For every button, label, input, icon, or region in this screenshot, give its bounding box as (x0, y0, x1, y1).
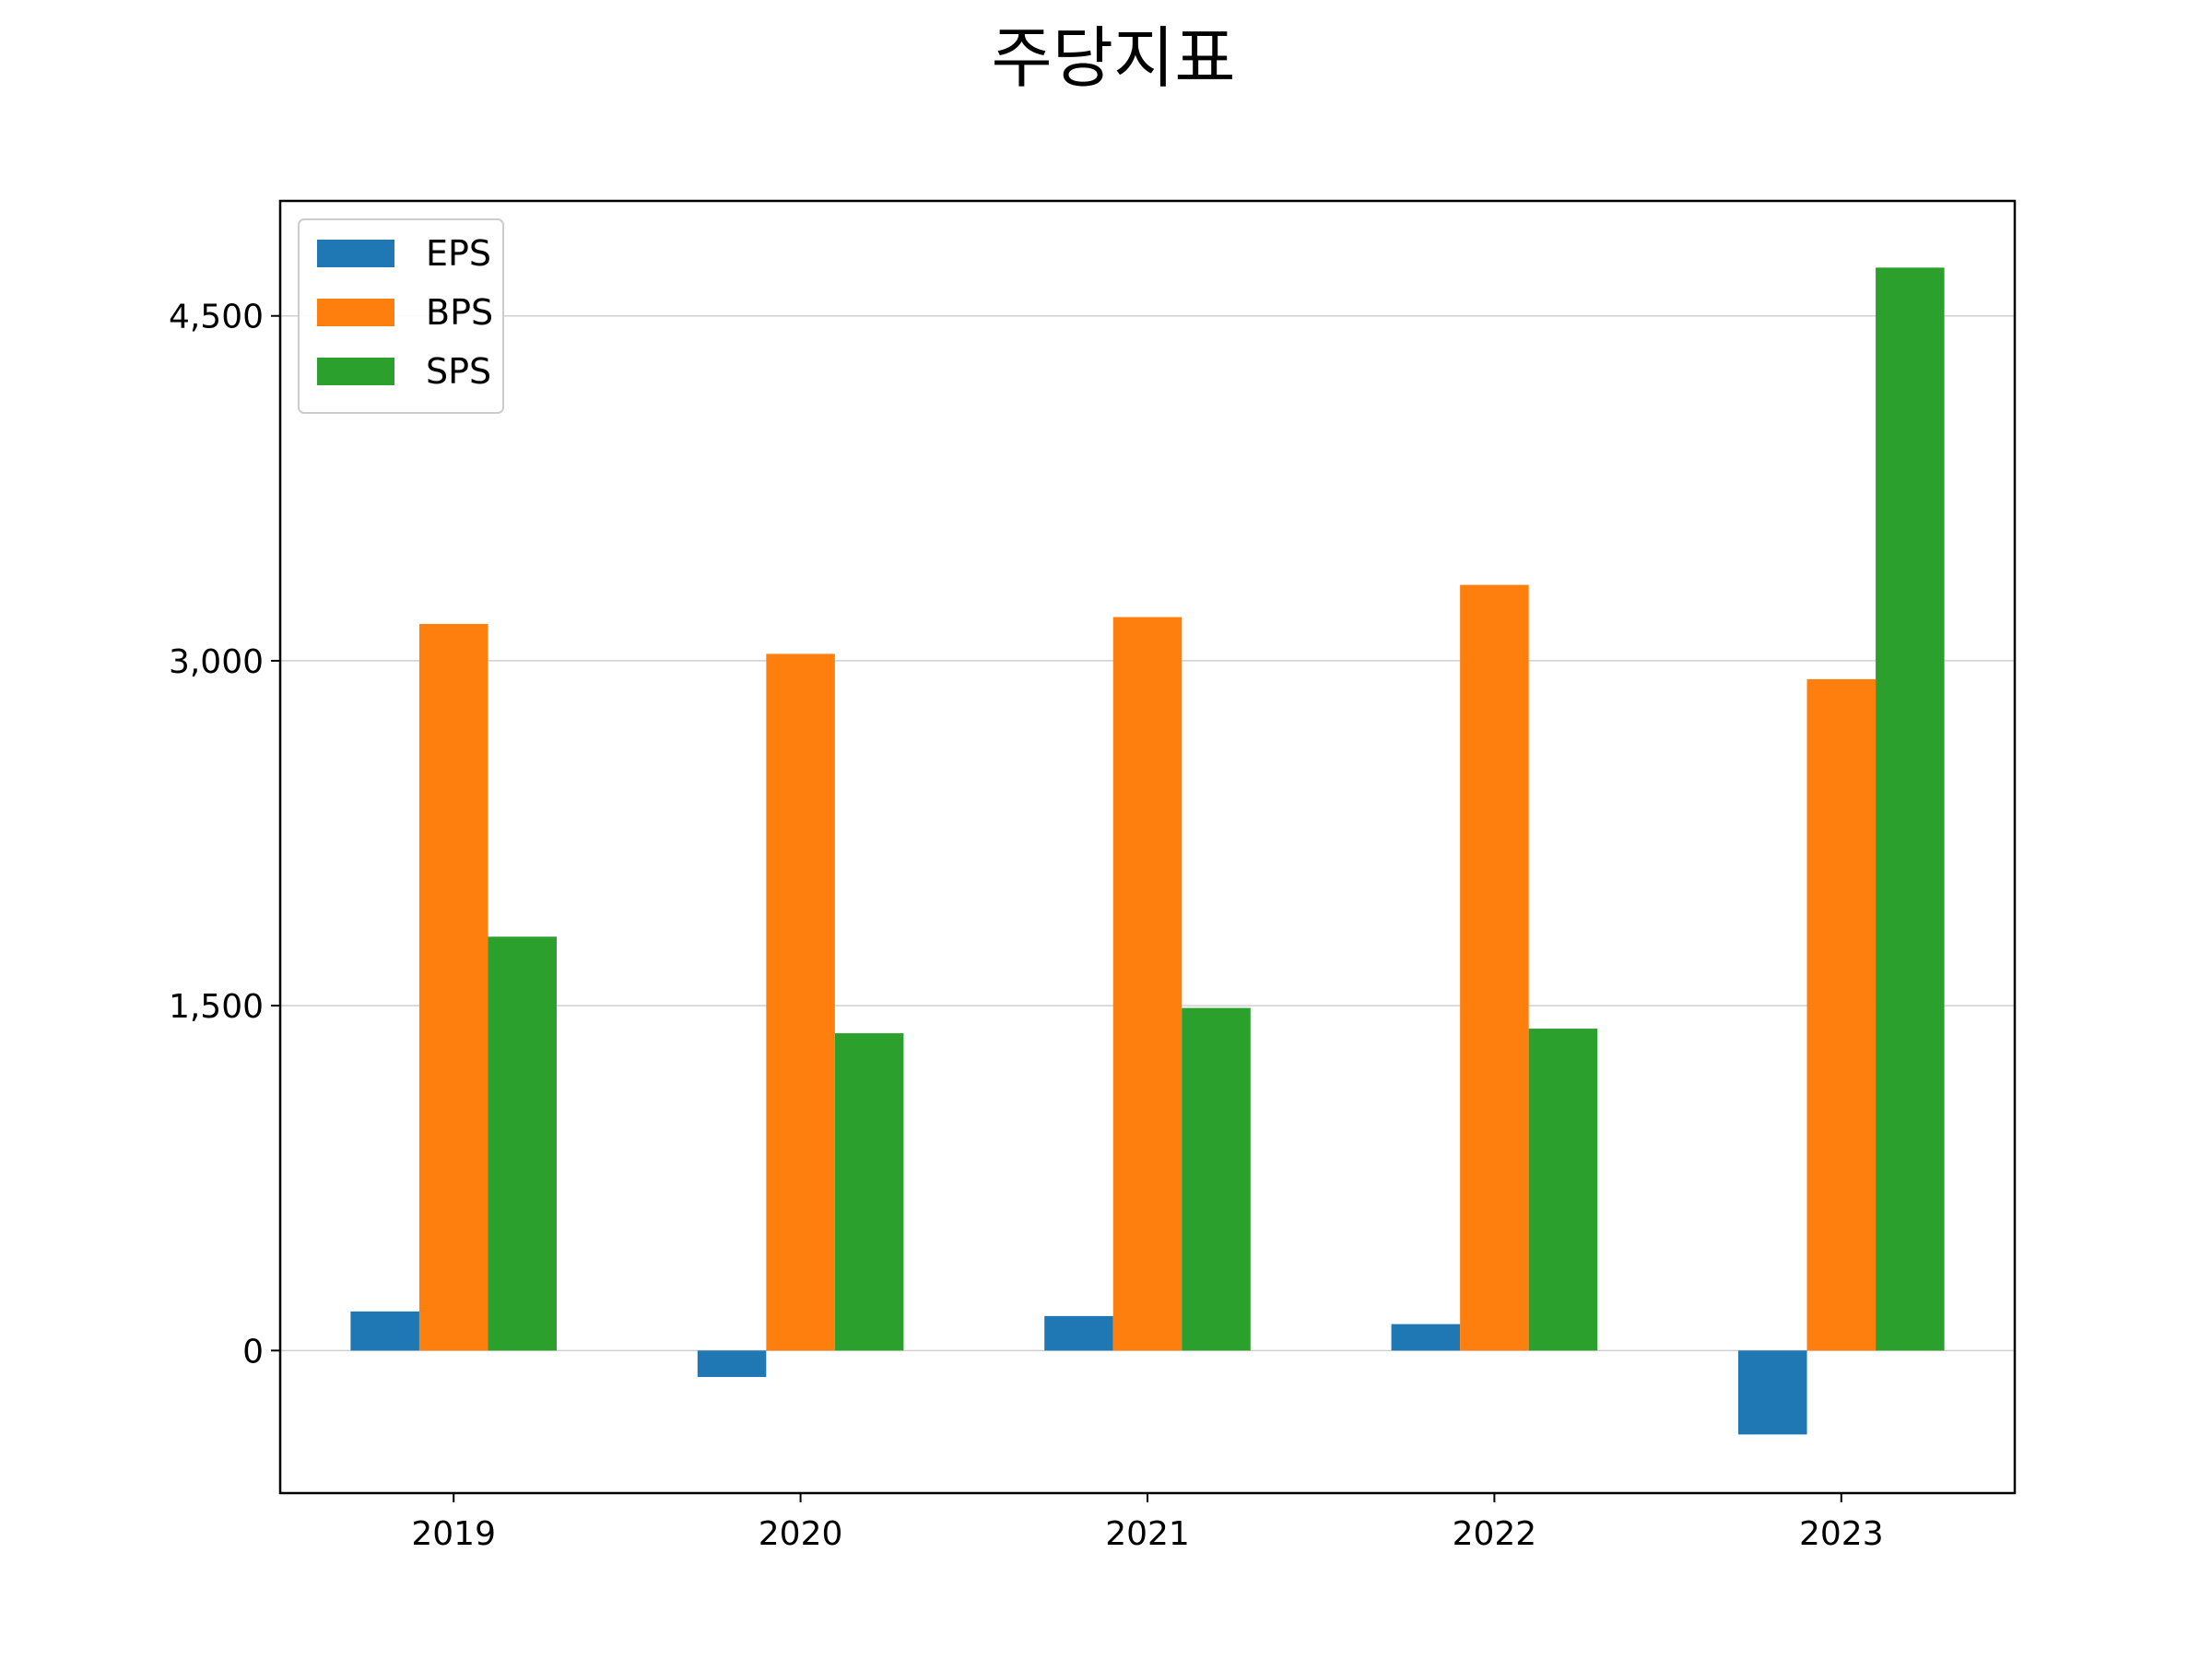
bar-eps-2019 (350, 1311, 419, 1351)
bar-bps-2023 (1806, 678, 1877, 1351)
bar-sps-2022 (1528, 1029, 1598, 1351)
legend-label-bps: BPS (426, 292, 493, 333)
bars (350, 267, 1945, 1435)
legend-label-eps: EPS (426, 233, 491, 274)
bar-eps-2021 (1044, 1315, 1113, 1351)
x-tick-label: 2019 (411, 1515, 496, 1553)
x-tick-label: 2023 (1799, 1515, 1884, 1553)
axes: 0 1,500 3,000 4,500 2019 2020 2021 2022 2023 (169, 299, 1884, 1553)
bar-bps-2019 (418, 624, 488, 1351)
legend-swatch-eps (317, 240, 394, 267)
bar-sps-2021 (1182, 1007, 1251, 1351)
bar-bps-2022 (1460, 584, 1529, 1351)
bar-eps-2022 (1391, 1324, 1461, 1351)
bar-bps-2020 (766, 653, 835, 1351)
y-tick-label: 1,500 (169, 988, 264, 1026)
bar-sps-2023 (1876, 267, 1945, 1351)
legend-swatch-bps (317, 299, 394, 326)
bar-eps-2023 (1737, 1350, 1807, 1435)
x-tick-label: 2021 (1105, 1515, 1190, 1553)
legend-swatch-sps (317, 358, 394, 385)
bar-bps-2021 (1112, 617, 1182, 1351)
bar-sps-2020 (834, 1033, 904, 1351)
y-tick-label: 3,000 (169, 643, 264, 681)
y-tick-label: 4,500 (169, 299, 264, 336)
bar-eps-2020 (697, 1350, 767, 1378)
y-tick-label: 0 (242, 1333, 264, 1371)
x-tick-label: 2022 (1453, 1515, 1537, 1553)
legend: EPS BPS SPS (298, 218, 504, 414)
chart-title: 주당지표 (992, 19, 1236, 97)
bar-sps-2019 (488, 936, 558, 1351)
x-tick-label: 2020 (759, 1515, 843, 1553)
legend-label-sps: SPS (426, 351, 491, 392)
